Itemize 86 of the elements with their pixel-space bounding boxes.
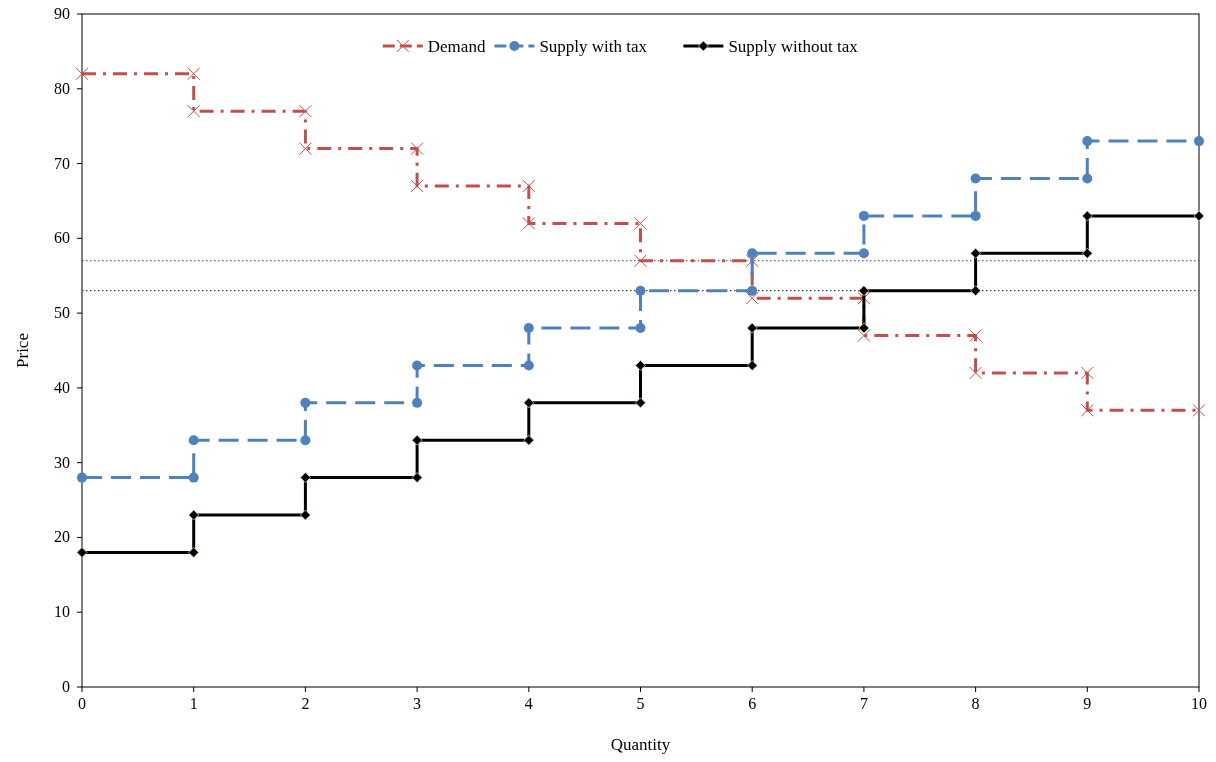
point — [75, 67, 89, 81]
y-tick-label: 30 — [54, 453, 70, 471]
point — [300, 472, 311, 484]
point — [300, 435, 311, 446]
point — [745, 254, 759, 268]
x-tick-label: 0 — [78, 695, 86, 712]
point — [746, 360, 758, 371]
point — [745, 291, 759, 305]
point — [412, 360, 423, 371]
point — [1081, 247, 1093, 259]
y-tick-label: 90 — [54, 5, 70, 22]
point — [522, 216, 536, 230]
point — [970, 173, 981, 184]
y-tick-label: 20 — [54, 528, 70, 546]
point — [858, 285, 870, 297]
point — [857, 329, 871, 343]
y-tick-label: 70 — [54, 154, 70, 172]
legend-label: Demand — [427, 37, 486, 56]
y-axis-title: Price — [13, 333, 32, 368]
point — [300, 509, 311, 521]
point — [188, 509, 200, 521]
y-tick-label: 40 — [54, 378, 70, 396]
x-tick-label: 1 — [189, 695, 198, 712]
x-tick-label: 6 — [748, 695, 757, 712]
legend-label: Supply without tax — [728, 37, 859, 56]
point — [522, 179, 536, 193]
x-axis-title: Quantity — [610, 735, 671, 754]
point — [188, 547, 200, 558]
legend-label: Supply with tax — [539, 37, 648, 56]
point — [747, 248, 758, 259]
x-tick-label: 4 — [524, 695, 533, 712]
point — [298, 142, 312, 156]
point — [523, 434, 535, 446]
point — [747, 285, 758, 296]
point — [412, 397, 423, 408]
point — [634, 254, 647, 268]
point — [1194, 136, 1204, 147]
x-tick-label: 7 — [859, 695, 868, 712]
point — [1082, 136, 1093, 147]
x-tick-label: 5 — [636, 695, 645, 712]
point — [635, 323, 646, 334]
point — [187, 67, 201, 81]
point — [969, 329, 983, 343]
x-tick-label: 9 — [1083, 695, 1092, 712]
y-tick-label: 50 — [54, 304, 70, 322]
y-tick-label: 0 — [62, 678, 70, 695]
y-tick-label: 60 — [54, 229, 70, 247]
point — [858, 210, 869, 221]
point — [746, 322, 758, 334]
point — [1080, 403, 1094, 417]
point — [523, 360, 534, 371]
point — [635, 285, 646, 296]
point — [411, 434, 423, 446]
point — [857, 291, 871, 305]
point — [635, 360, 646, 371]
point — [1192, 403, 1206, 417]
point — [634, 216, 647, 230]
point — [1193, 210, 1205, 222]
point — [970, 285, 981, 297]
x-tick-label: 8 — [971, 695, 980, 712]
point — [411, 472, 423, 484]
point — [635, 397, 646, 409]
point — [410, 142, 424, 156]
point — [410, 179, 424, 193]
point — [1081, 210, 1093, 222]
point — [1080, 366, 1094, 380]
point — [970, 247, 981, 259]
point — [188, 435, 199, 446]
point — [970, 210, 981, 221]
y-tick-label: 80 — [54, 79, 70, 97]
point — [188, 472, 199, 483]
point — [77, 472, 87, 483]
point — [969, 366, 983, 380]
point — [523, 323, 534, 334]
x-tick-label: 2 — [301, 695, 310, 712]
x-tick-label: 10 — [1191, 695, 1207, 712]
point — [298, 104, 312, 118]
point — [858, 248, 869, 259]
x-tick-label: 3 — [413, 695, 422, 712]
point — [1082, 173, 1093, 184]
point — [187, 104, 201, 118]
point — [858, 322, 870, 334]
point — [523, 397, 535, 409]
y-tick-label: 10 — [54, 603, 70, 621]
point — [76, 547, 88, 558]
point — [300, 397, 311, 408]
